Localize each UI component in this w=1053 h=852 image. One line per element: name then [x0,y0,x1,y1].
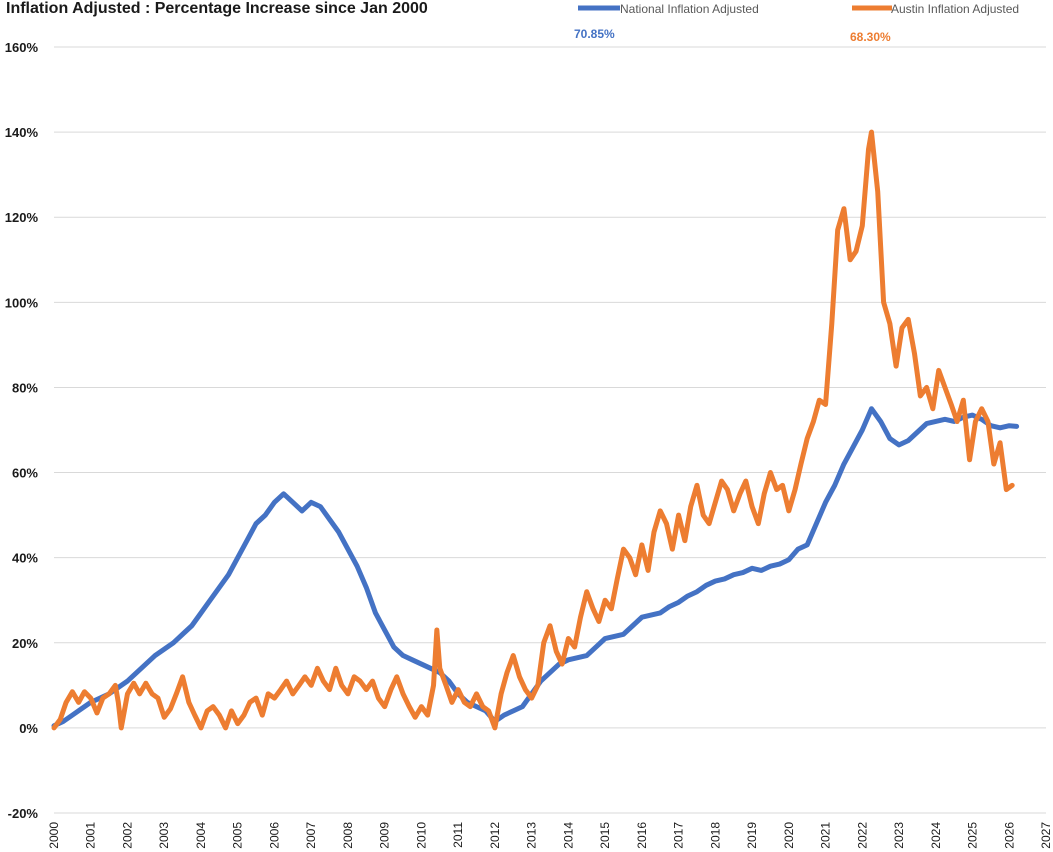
legend-label-national: National Inflation Adjusted [620,2,759,16]
x-tick-label: 2008 [341,822,355,849]
y-tick-label: 60% [12,466,38,481]
x-tick-label: 2013 [525,822,539,849]
y-tick-label: 40% [12,551,38,566]
y-tick-label: 160% [5,40,39,55]
x-tick-label: 2000 [47,822,61,849]
x-tick-label: 2012 [488,822,502,849]
x-tick-label: 2024 [929,822,943,849]
x-tick-label: 2015 [598,822,612,849]
x-tick-label: 2004 [194,822,208,849]
y-tick-label: 120% [5,210,39,225]
y-tick-label: 100% [5,295,39,310]
y-tick-label: 0% [19,721,38,736]
gridlines [54,46,1046,814]
x-tick-label: 2005 [231,822,245,849]
x-tick-label: 2026 [1002,822,1016,849]
y-axis-ticks: -20% 0% 20% 40% 60% 80% 100% 120% 140% 160% [5,40,39,821]
x-tick-label: 2016 [635,822,649,849]
x-axis-ticks: 2000 2001 2002 2003 2004 2005 2006 2007 2008 2009… [47,822,1053,849]
x-tick-label: 2027 [1039,822,1053,849]
x-tick-label: 2011 [451,822,465,848]
legend: National Inflation Adjusted Austin Infla… [578,2,1019,16]
x-tick-label: 2023 [892,822,906,849]
x-tick-label: 2019 [745,822,759,849]
x-tick-label: 2022 [855,822,869,849]
x-tick-label: 2014 [561,822,575,849]
x-tick-label: 2018 [708,822,722,849]
national-end-value-label: 70.85% [574,27,615,41]
x-tick-label: 2007 [304,822,318,849]
x-tick-label: 2006 [267,822,281,849]
austin-end-value-label: 68.30% [850,30,891,44]
y-tick-label: 80% [12,380,38,395]
series-line-austin [51,129,1015,731]
series-lines [51,129,1020,731]
legend-label-austin: Austin Inflation Adjusted [891,2,1019,16]
x-tick-label: 2020 [782,822,796,849]
x-tick-label: 2025 [966,822,980,849]
x-tick-label: 2001 [84,822,98,849]
y-tick-label: 20% [12,636,38,651]
x-tick-label: 2017 [672,822,686,849]
series-line-national [51,406,1020,729]
y-tick-label: 140% [5,125,39,140]
x-tick-label: 2021 [819,822,833,849]
x-tick-label: 2010 [414,822,428,849]
y-tick-label: -20% [8,806,39,821]
x-tick-label: 2009 [378,822,392,849]
x-tick-label: 2003 [157,822,171,849]
x-tick-label: 2002 [120,822,134,849]
chart-title: Inflation Adjusted : Percentage Increase… [6,0,428,17]
